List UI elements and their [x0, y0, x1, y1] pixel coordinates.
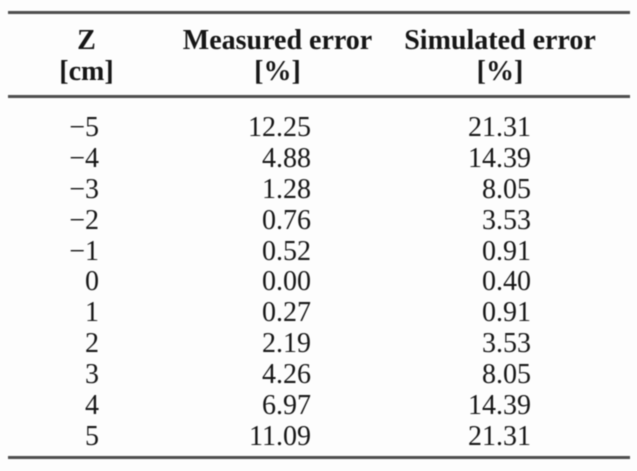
measured-error-value: 2.19: [262, 328, 311, 360]
table-header: Z [cm] Measured error [%] Simulated erro…: [8, 25, 630, 87]
header-z-symbol: Z: [77, 25, 96, 56]
table-row: −4 4.88 14.39: [8, 142, 630, 175]
measured-error-value: 4.88: [262, 142, 311, 174]
z-value: 4: [85, 390, 99, 422]
measured-error-value: 11.09: [249, 420, 311, 452]
z-value: −4: [69, 142, 99, 174]
table-row: 5 11.09 21.31: [8, 420, 630, 453]
header-simulated-error-unit: [%]: [476, 56, 524, 87]
header-measured-error-unit: [%]: [254, 56, 301, 87]
simulated-error-value: 21.31: [468, 112, 531, 143]
simulated-error-value: 14.39: [468, 390, 531, 422]
measured-error-value: 0.76: [262, 204, 311, 236]
table-header-rule: [8, 95, 630, 98]
simulated-error-value: 8.05: [482, 359, 531, 391]
header-simulated-error-label: Simulated error: [404, 25, 596, 56]
z-value: 5: [85, 420, 99, 452]
simulated-error-value: 0.40: [482, 266, 531, 298]
simulated-error-value: 14.39: [468, 142, 531, 174]
measured-error-value: 4.26: [262, 359, 311, 391]
table-body: −5 12.25 21.31 −4 4.88 14.39 −3 1.28 8.0…: [8, 112, 630, 453]
header-z: Z [cm]: [8, 25, 165, 87]
z-value: −3: [69, 173, 99, 205]
z-value: −1: [69, 235, 99, 267]
table-row: 4 6.97 14.39: [8, 390, 630, 422]
simulated-error-value: 21.31: [468, 420, 531, 452]
table-row: −3 1.28 8.05: [8, 173, 630, 206]
measured-error-value: 0.52: [262, 235, 311, 267]
simulated-error-value: 0.91: [482, 297, 531, 329]
measured-error-value: 0.00: [262, 266, 311, 298]
simulated-error-value: 8.05: [482, 173, 531, 205]
table-top-rule: [8, 11, 630, 14]
header-measured-error-label: Measured error: [182, 25, 373, 56]
simulated-error-value: 3.53: [482, 328, 531, 360]
simulated-error-value: 0.91: [482, 235, 531, 267]
table-row: −2 0.76 3.53: [8, 204, 630, 237]
measured-error-value: 12.25: [248, 112, 311, 143]
header-z-unit: [cm]: [59, 56, 114, 87]
table-row: 3 4.26 8.05: [8, 359, 630, 391]
z-value: −5: [69, 112, 99, 143]
table-row: −1 0.52 0.91: [8, 235, 630, 268]
z-value: 0: [85, 266, 99, 298]
header-measured-error: Measured error [%]: [165, 25, 390, 87]
z-value: 2: [85, 328, 99, 360]
z-value: −2: [69, 204, 99, 236]
table-bottom-rule: [8, 456, 630, 459]
header-simulated-error: Simulated error [%]: [390, 25, 610, 87]
measured-error-value: 1.28: [262, 173, 311, 205]
measured-error-value: 0.27: [262, 297, 311, 329]
z-value: 3: [85, 359, 99, 391]
z-value: 1: [85, 297, 99, 329]
table-row: 1 0.27 0.91: [8, 297, 630, 329]
simulated-error-value: 3.53: [482, 204, 531, 236]
table-row: 0 0.00 0.40: [8, 267, 630, 298]
table-row: 2 2.19 3.53: [8, 328, 630, 360]
measured-error-value: 6.97: [262, 390, 311, 422]
table-row: −5 12.25 21.31: [8, 112, 630, 144]
